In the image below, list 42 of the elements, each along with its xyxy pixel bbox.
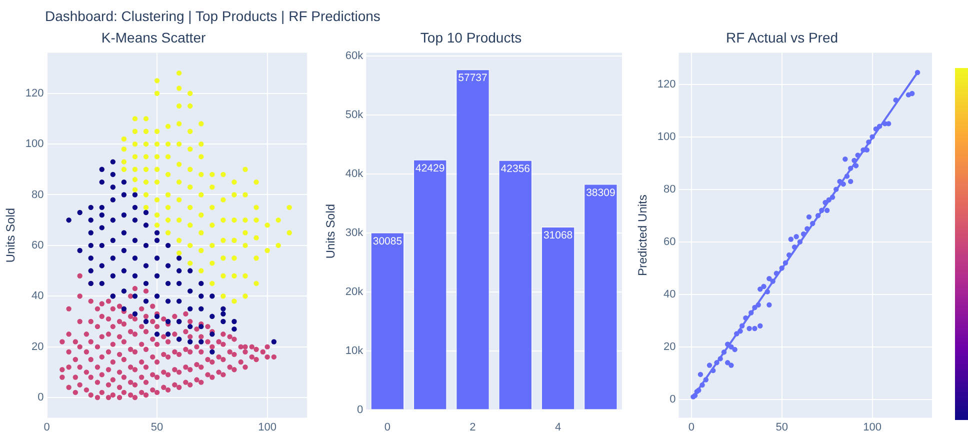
y-tick-label: 100 bbox=[25, 138, 44, 150]
x-tick-label: 100 bbox=[863, 421, 882, 434]
y-axis-title: Units Sold bbox=[4, 208, 18, 263]
chart-title: K-Means Scatter bbox=[101, 29, 206, 46]
data-label: 38309 bbox=[586, 186, 616, 199]
x-tick-label: 100 bbox=[258, 421, 276, 434]
y-tick-label: 20 bbox=[664, 340, 676, 353]
y-tick-label: 40k bbox=[345, 168, 364, 180]
y-tick-label: 60 bbox=[664, 236, 676, 248]
y-tick-label: 40 bbox=[32, 290, 44, 302]
text: Dashboard: Clustering | Top Products | RF Predictions bbox=[45, 8, 380, 24]
x-tick-label: 2 bbox=[470, 421, 476, 434]
x-tick-label: 0 bbox=[688, 421, 694, 434]
y-tick-label: 20k bbox=[345, 286, 364, 298]
y-tick-label: 120 bbox=[657, 78, 676, 90]
y-tick-label: 60k bbox=[345, 50, 364, 62]
chart-title: Top 10 Products bbox=[420, 29, 522, 46]
y-tick-label: 0 bbox=[670, 393, 676, 406]
y-tick-label: 30k bbox=[345, 226, 364, 239]
data-label: 57737 bbox=[458, 72, 488, 84]
y-tick-label: 0 bbox=[357, 404, 364, 416]
y-tick-label: 80 bbox=[664, 183, 676, 196]
x-tick-label: 50 bbox=[150, 421, 164, 434]
data-label: 42429 bbox=[416, 162, 445, 175]
y-tick-label: 80 bbox=[32, 188, 44, 201]
y-tick-label: 20 bbox=[32, 340, 44, 353]
y-tick-label: 60 bbox=[32, 239, 44, 252]
y-tick-label: 0 bbox=[38, 392, 44, 404]
y-tick-label: 120 bbox=[25, 87, 44, 100]
x-tick-label: 4 bbox=[554, 421, 562, 434]
data-label: 31068 bbox=[543, 230, 573, 242]
data-label: 30085 bbox=[372, 235, 402, 248]
y-axis-title: Predicted Units bbox=[636, 194, 650, 276]
x-tick-label: 50 bbox=[776, 421, 788, 434]
y-tick-label: 40 bbox=[664, 288, 676, 300]
y-tick-label: 10k bbox=[345, 344, 364, 357]
y-tick-label: 50k bbox=[345, 108, 364, 121]
x-tick-label: 0 bbox=[384, 421, 391, 434]
chart-title: RF Actual vs Pred bbox=[726, 29, 838, 46]
data-label: 42356 bbox=[500, 163, 530, 176]
y-axis-title: Units Sold bbox=[324, 204, 338, 259]
y-tick-label: 100 bbox=[657, 130, 676, 143]
